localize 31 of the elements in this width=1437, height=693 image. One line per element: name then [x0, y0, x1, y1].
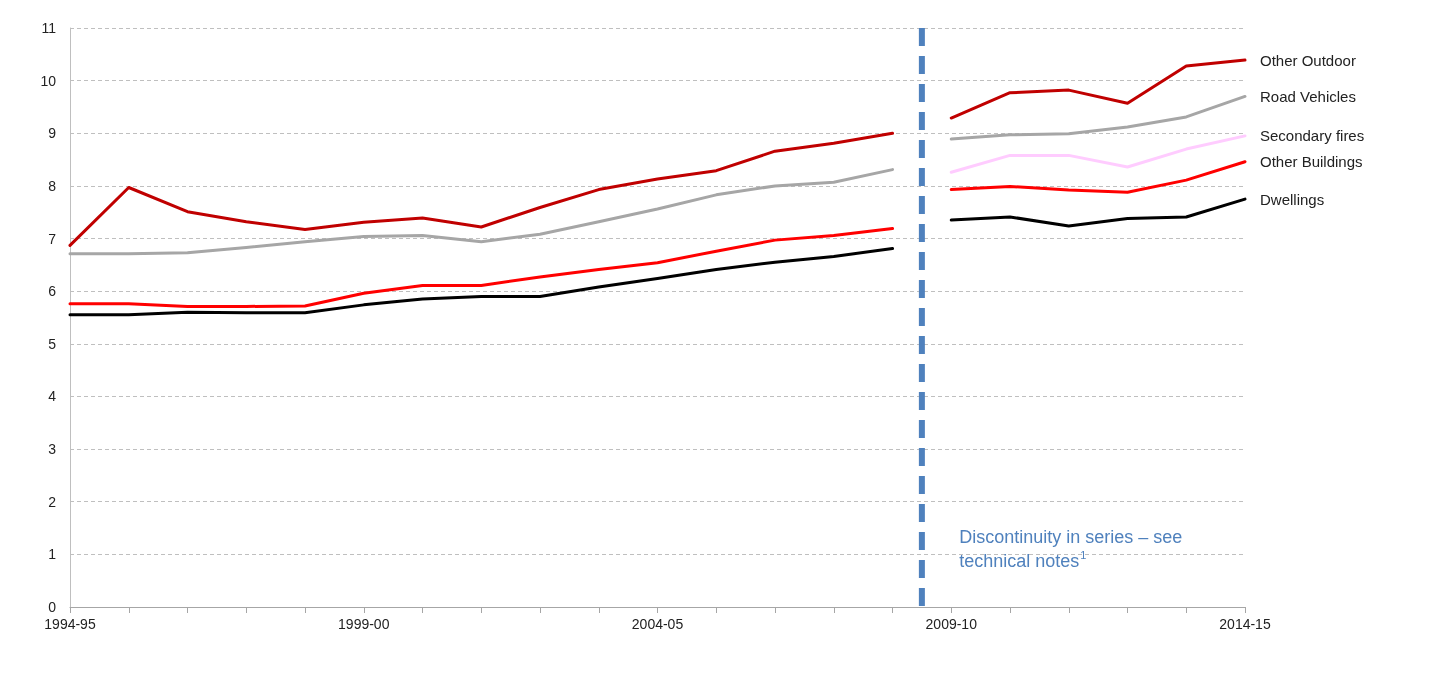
line-series [949, 134, 1247, 174]
x-tick-label: 2009-10 [925, 616, 978, 632]
y-tick-label: 7 [48, 230, 57, 247]
line-series [949, 94, 1247, 141]
y-tick-label: 0 [48, 599, 57, 615]
line-series [949, 58, 1247, 120]
series-label: Road Vehicles [1260, 87, 1356, 105]
x-tick-label: 2004-05 [631, 616, 684, 632]
y-tick-label: 11 [41, 20, 57, 36]
y-tick-label: 10 [40, 72, 57, 89]
line-series [949, 160, 1247, 194]
y-tick-label: 6 [48, 283, 57, 300]
line-series [68, 227, 894, 308]
y-tick-label: 2 [48, 493, 57, 510]
y-tick-label: 9 [48, 125, 57, 142]
y-tick-label: 4 [48, 388, 57, 405]
line-series [68, 168, 894, 256]
series-label: Secondary fires [1260, 127, 1365, 145]
series-label: Dwellings [1260, 190, 1325, 208]
y-tick-label: 5 [48, 335, 57, 352]
y-tick-label: 1 [48, 546, 57, 563]
series-label: Other Outdoor [1260, 51, 1356, 69]
y-tick-label: 3 [48, 441, 57, 458]
line-series [949, 197, 1247, 228]
y-tick-label: 8 [48, 177, 57, 194]
line-series [68, 131, 894, 247]
series-label: Other Buildings [1260, 153, 1363, 171]
x-tick-label: 1999-00 [338, 616, 390, 632]
x-tick-label: 2014-15 [1219, 616, 1271, 632]
line-series [68, 247, 894, 317]
x-tick-label: 1994-95 [44, 616, 96, 632]
